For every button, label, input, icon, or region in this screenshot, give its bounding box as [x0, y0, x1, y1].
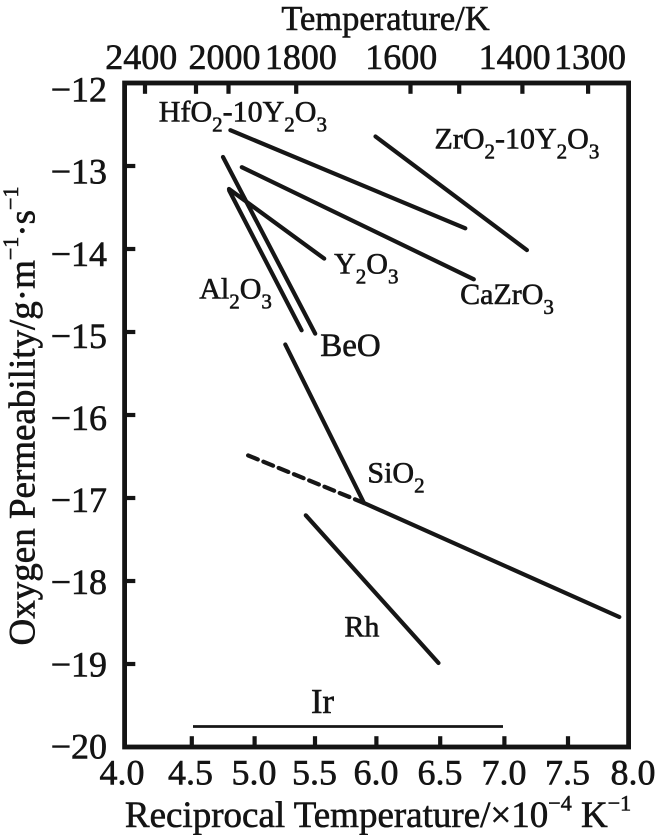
svg-text:1300: 1300 — [554, 37, 626, 77]
svg-text:−13: −13 — [51, 152, 107, 192]
svg-text:Rh: Rh — [344, 610, 379, 643]
svg-text:8.0: 8.0 — [611, 752, 656, 792]
svg-text:−15: −15 — [51, 316, 107, 356]
svg-text:4.5: 4.5 — [168, 752, 213, 792]
svg-text:5.5: 5.5 — [292, 752, 337, 792]
svg-text:−12: −12 — [51, 70, 107, 110]
svg-text:7.0: 7.0 — [482, 752, 527, 792]
svg-text:−17: −17 — [51, 480, 107, 520]
svg-text:−20: −20 — [51, 726, 107, 766]
svg-text:1400: 1400 — [479, 37, 551, 77]
svg-text:Oxygen Permeability/g·m−1·s−1: Oxygen Permeability/g·m−1·s−1 — [0, 187, 44, 646]
svg-text:6.5: 6.5 — [418, 752, 463, 792]
svg-text:BeO: BeO — [320, 328, 381, 364]
svg-text:−19: −19 — [51, 644, 107, 684]
svg-text:1600: 1600 — [365, 37, 437, 77]
svg-text:1800: 1800 — [265, 37, 337, 77]
svg-text:4.0: 4.0 — [100, 752, 145, 792]
svg-text:−18: −18 — [51, 562, 107, 602]
svg-text:−16: −16 — [51, 398, 107, 438]
svg-text:−14: −14 — [51, 234, 107, 274]
svg-text:Ir: Ir — [311, 683, 334, 721]
svg-text:2400: 2400 — [105, 37, 177, 77]
svg-text:6.0: 6.0 — [354, 752, 399, 792]
svg-text:Temperature/K: Temperature/K — [281, 0, 489, 38]
svg-text:5.0: 5.0 — [232, 752, 277, 792]
svg-text:7.5: 7.5 — [545, 752, 590, 792]
svg-text:2000: 2000 — [189, 37, 261, 77]
svg-text:Reciprocal Temperature/×10−4 K: Reciprocal Temperature/×10−4 K−1 — [125, 791, 631, 835]
